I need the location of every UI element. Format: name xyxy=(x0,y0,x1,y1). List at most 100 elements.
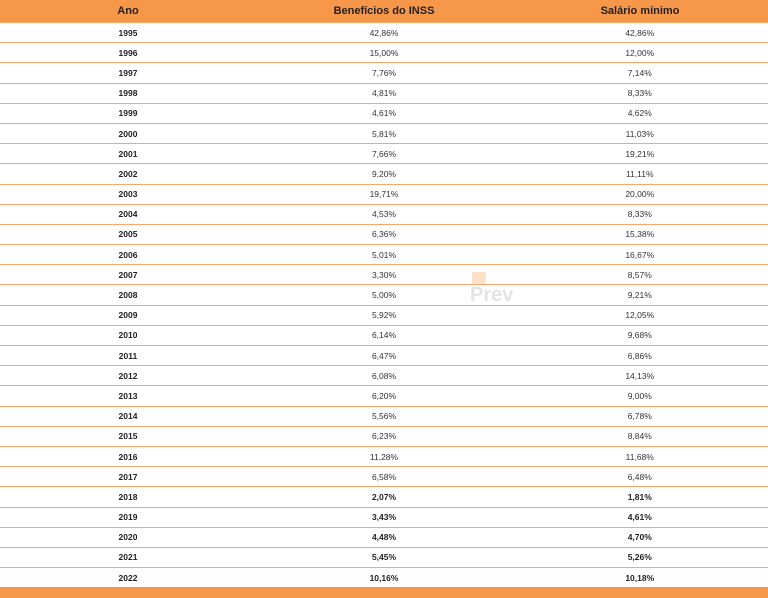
cell-beneficios-inss: 15,00% xyxy=(256,42,512,63)
table-row: 2019 3,43% 4,61% xyxy=(0,506,768,528)
cell-salario-minimo: 11,03% xyxy=(512,122,768,144)
cell-salario-minimo: 8,33% xyxy=(512,82,768,104)
table-row: 2021 5,45% 5,26% xyxy=(0,546,768,568)
cell-beneficios-inss: 42,86% xyxy=(256,21,512,43)
table-row: 2007 3,30% 8,57% xyxy=(0,264,768,285)
cell-beneficios-inss: 19,71% xyxy=(256,183,512,205)
cell-beneficios-inss: 6,36% xyxy=(256,223,512,245)
cell-salario-minimo: 15,38% xyxy=(512,223,768,245)
cell-ano: 2003 xyxy=(0,183,256,205)
table-row: 2006 5,01% 16,67% xyxy=(0,244,768,265)
cell-beneficios-inss: 4,81% xyxy=(256,82,512,104)
cell-salario-minimo: 8,33% xyxy=(512,203,768,225)
cell-ano: 2011 xyxy=(0,344,256,366)
cell-beneficios-inss: 5,92% xyxy=(256,304,512,326)
cell-beneficios-inss: 3,30% xyxy=(256,264,512,285)
table-header-row: Ano Benefícios do INSS Salário mínimo xyxy=(0,0,768,23)
cell-ano: 2014 xyxy=(0,405,256,427)
cell-ano: 1996 xyxy=(0,42,256,63)
cell-beneficios-inss: 3,43% xyxy=(256,506,512,528)
cell-beneficios-inss: 5,01% xyxy=(256,244,512,265)
header-beneficios-inss: Benefícios do INSS xyxy=(256,0,512,23)
table-row: 2001 7,66% 19,21% xyxy=(0,143,768,164)
cell-beneficios-inss: 5,45% xyxy=(256,546,512,568)
cell-ano: 2001 xyxy=(0,143,256,164)
table-row: 2020 4,48% 4,70% xyxy=(0,526,768,548)
cell-ano: 2009 xyxy=(0,304,256,326)
table-row: 1995 42,86% 42,86% xyxy=(0,21,768,43)
cell-salario-minimo: 19,21% xyxy=(512,143,768,164)
table-row: 1998 4,81% 8,33% xyxy=(0,82,768,104)
header-salario-minimo: Salário mínimo xyxy=(512,0,768,23)
cell-beneficios-inss: 4,61% xyxy=(256,102,512,124)
cell-ano: 2019 xyxy=(0,506,256,528)
cell-salario-minimo: 9,68% xyxy=(512,324,768,346)
header-ano: Ano xyxy=(0,0,256,23)
cell-ano: 2015 xyxy=(0,425,256,447)
cell-ano: 2002 xyxy=(0,163,256,184)
table-row: 1996 15,00% 12,00% xyxy=(0,42,768,63)
cell-ano: 2018 xyxy=(0,486,256,507)
cell-ano: 2000 xyxy=(0,122,256,144)
cell-salario-minimo: 9,21% xyxy=(512,284,768,306)
cell-beneficios-inss: 4,48% xyxy=(256,526,512,548)
table-row: 2014 5,56% 6,78% xyxy=(0,405,768,427)
cell-salario-minimo: 1,81% xyxy=(512,486,768,507)
cell-ano: 2005 xyxy=(0,223,256,245)
cell-salario-minimo: 4,61% xyxy=(512,506,768,528)
cell-ano: 1999 xyxy=(0,102,256,124)
cell-salario-minimo: 11,11% xyxy=(512,163,768,184)
cell-ano: 2020 xyxy=(0,526,256,548)
table-row: 2015 6,23% 8,84% xyxy=(0,425,768,447)
cell-salario-minimo: 6,48% xyxy=(512,466,768,487)
cell-salario-minimo: 12,05% xyxy=(512,304,768,326)
table-row: 2000 5,81% 11,03% xyxy=(0,122,768,144)
cell-ano: 2012 xyxy=(0,365,256,386)
cell-salario-minimo: 4,62% xyxy=(512,102,768,124)
cell-salario-minimo: 16,67% xyxy=(512,244,768,265)
cell-beneficios-inss: 6,23% xyxy=(256,425,512,447)
cell-beneficios-inss: 10,16% xyxy=(256,567,512,588)
cell-ano: 2016 xyxy=(0,445,256,467)
cell-beneficios-inss: 9,20% xyxy=(256,163,512,184)
cell-beneficios-inss: 5,56% xyxy=(256,405,512,427)
cell-salario-minimo: 14,13% xyxy=(512,365,768,386)
cell-ano: 1998 xyxy=(0,82,256,104)
cell-salario-minimo: 10,18% xyxy=(512,567,768,588)
cell-beneficios-inss: 6,14% xyxy=(256,324,512,346)
cell-beneficios-inss: 6,47% xyxy=(256,344,512,366)
table-row: 2017 6,58% 6,48% xyxy=(0,466,768,487)
cell-beneficios-inss: 5,00% xyxy=(256,284,512,306)
cell-ano: 2007 xyxy=(0,264,256,285)
cell-beneficios-inss: 2,07% xyxy=(256,486,512,507)
cell-beneficios-inss: 11,28% xyxy=(256,445,512,467)
cell-ano: 2022 xyxy=(0,567,256,588)
cell-salario-minimo: 8,57% xyxy=(512,264,768,285)
cell-salario-minimo: 42,86% xyxy=(512,21,768,43)
cell-ano: 2021 xyxy=(0,546,256,568)
cell-beneficios-inss: 5,81% xyxy=(256,122,512,144)
cell-salario-minimo: 6,78% xyxy=(512,405,768,427)
table-row: 2005 6,36% 15,38% xyxy=(0,223,768,245)
table-row: 2003 19,71% 20,00% xyxy=(0,183,768,205)
table-row: 2022 10,16% 10,18% xyxy=(0,567,768,588)
table-row: 2012 6,08% 14,13% xyxy=(0,365,768,386)
cell-ano: 2010 xyxy=(0,324,256,346)
cell-salario-minimo: 5,26% xyxy=(512,546,768,568)
cell-ano: 2013 xyxy=(0,385,256,407)
cell-salario-minimo: 4,70% xyxy=(512,526,768,548)
cell-ano: 2017 xyxy=(0,466,256,487)
cell-salario-minimo: 9,00% xyxy=(512,385,768,407)
cell-beneficios-inss: 6,58% xyxy=(256,466,512,487)
cell-beneficios-inss: 7,66% xyxy=(256,143,512,164)
cell-salario-minimo: 11,68% xyxy=(512,445,768,467)
table-row: 2008 5,00% 9,21% xyxy=(0,284,768,306)
cell-beneficios-inss: 4,53% xyxy=(256,203,512,225)
cell-salario-minimo: 20,00% xyxy=(512,183,768,205)
table-row: 2009 5,92% 12,05% xyxy=(0,304,768,326)
cell-salario-minimo: 7,14% xyxy=(512,62,768,84)
table-row: 2010 6,14% 9,68% xyxy=(0,324,768,346)
cell-ano: 2004 xyxy=(0,203,256,225)
table-row: 2013 6,20% 9,00% xyxy=(0,385,768,407)
